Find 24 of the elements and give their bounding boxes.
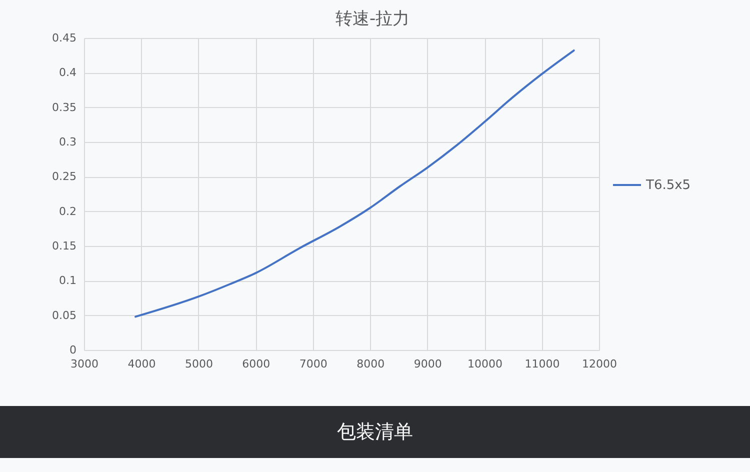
x-tick-label: 9000 bbox=[414, 358, 442, 370]
x-tick-label: 12000 bbox=[582, 358, 617, 370]
y-tick-label: 0.2 bbox=[59, 204, 76, 218]
y-tick-label: 0.45 bbox=[52, 32, 76, 44]
y-tick-label: 0.3 bbox=[59, 136, 76, 148]
x-tick-label: 6000 bbox=[242, 358, 270, 370]
y-tick-label: 0.15 bbox=[52, 240, 76, 252]
y-tick-label: 0.35 bbox=[52, 100, 76, 114]
chart-title: 转速-拉力 bbox=[335, 9, 410, 29]
line-series bbox=[134, 49, 575, 318]
x-tick-label: 4000 bbox=[128, 358, 156, 370]
text: 包装清单 bbox=[337, 421, 413, 443]
x-tick-label: 7000 bbox=[299, 358, 328, 370]
y-tick-label: 0.05 bbox=[52, 308, 76, 322]
x-tick-label: 5000 bbox=[184, 358, 213, 370]
y-tick-label: 0 bbox=[70, 344, 76, 356]
y-tick-label: 0.25 bbox=[52, 170, 76, 184]
legend-label: T6.5x5 bbox=[645, 178, 691, 193]
x-tick-label: 11000 bbox=[524, 358, 560, 370]
y-tick-label: 0.4 bbox=[59, 66, 76, 80]
x-tick-label: 3000 bbox=[70, 358, 98, 370]
x-tick-label: 8000 bbox=[356, 358, 385, 370]
y-tick-label: 0.1 bbox=[59, 274, 76, 288]
x-tick-label: 10000 bbox=[468, 358, 503, 370]
